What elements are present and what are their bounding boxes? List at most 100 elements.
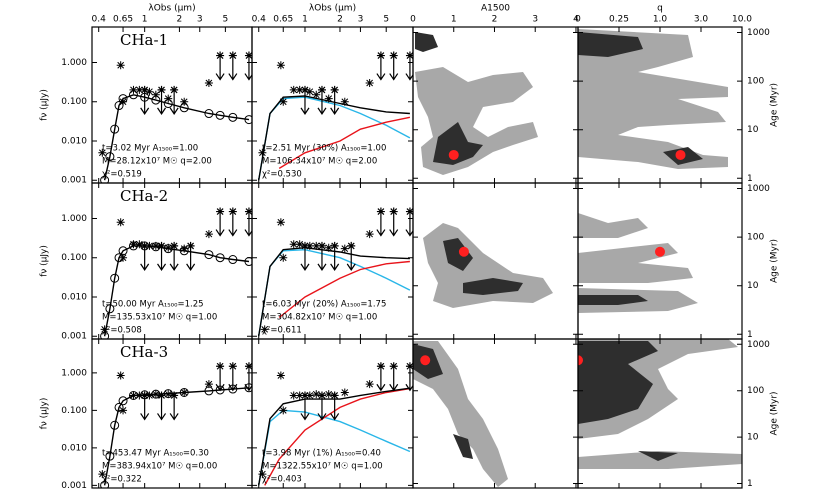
photometry-point xyxy=(260,325,269,334)
photometry-point xyxy=(289,240,298,249)
panel-plot xyxy=(100,207,252,339)
model-point xyxy=(244,115,252,125)
upper-limit xyxy=(330,85,340,115)
model-line xyxy=(278,260,410,319)
best-fit-point xyxy=(458,246,469,257)
upper-limit xyxy=(169,241,179,271)
y-axis-title: Age (Myr) xyxy=(770,239,780,283)
photometry-point xyxy=(276,218,285,227)
contour-region xyxy=(578,29,728,169)
y-tick-label: 1 xyxy=(747,174,753,184)
y-tick-label: 0.010 xyxy=(61,443,87,453)
photometry-point xyxy=(340,388,349,397)
upper-limit xyxy=(215,362,225,392)
photometry-point xyxy=(305,87,314,96)
x-tick-label: 3 xyxy=(532,15,538,25)
y-tick-label: 1.000 xyxy=(61,58,87,68)
x-tick-label: 1 xyxy=(302,15,308,25)
photometry-point xyxy=(204,78,213,87)
best-fit-point xyxy=(675,149,686,160)
upper-limit xyxy=(330,391,340,421)
fit-annotation: χ²=0.322 xyxy=(102,475,142,485)
y-tick-label: 100 xyxy=(747,77,764,87)
photometry-point xyxy=(305,241,314,250)
photometry-point xyxy=(119,406,128,415)
upper-limit xyxy=(140,391,150,421)
photometry-point xyxy=(129,85,138,94)
x-tick-label: 1 xyxy=(142,15,148,25)
photometry-point xyxy=(258,148,267,157)
y-tick-label: 1000 xyxy=(747,340,770,350)
upper-limit xyxy=(228,207,238,237)
photometry-point xyxy=(276,371,285,380)
x-tick-label: 0 xyxy=(575,15,581,25)
fit-annotation: t=2.51 Myr (30%) A₁₅₀₀=1.00 xyxy=(262,144,386,154)
best-fit-point xyxy=(420,355,431,366)
fit-annotation: M=106.34x10⁷ M☉ q=2.00 xyxy=(262,157,377,167)
photometry-point xyxy=(279,406,288,415)
panel-plot xyxy=(258,51,413,181)
model-line xyxy=(103,94,250,181)
photometry-point xyxy=(305,391,314,400)
upper-limit xyxy=(157,391,167,421)
y-tick-label: 0.100 xyxy=(61,253,87,263)
y-axis-title: fν (μJy) xyxy=(40,89,50,121)
x-axis-title: λObs (μm) xyxy=(148,4,195,14)
best-fit-point xyxy=(655,246,665,257)
upper-limit xyxy=(389,51,399,81)
model-point xyxy=(105,451,115,461)
panel-plot xyxy=(258,207,413,337)
x-tick-label: 1.0 xyxy=(653,15,668,25)
x-tick-label: 0.25 xyxy=(609,15,629,25)
photometry-point xyxy=(365,230,374,239)
photometry-point xyxy=(289,85,298,94)
model-point xyxy=(118,396,128,406)
fit-annotation: χ²=0.508 xyxy=(102,326,142,336)
contour-region xyxy=(423,223,553,308)
fit-annotation: χ²=0.403 xyxy=(262,475,302,485)
x-tick-label: 2 xyxy=(337,15,343,25)
upper-limit xyxy=(215,51,225,81)
y-tick-label: 1000 xyxy=(747,184,770,194)
fit-annotation: χ²=0.519 xyxy=(102,170,142,180)
model-point xyxy=(110,420,120,430)
photometry-point xyxy=(98,470,107,479)
x-tick-label: 0.65 xyxy=(113,15,133,25)
panel-plot xyxy=(98,51,252,183)
fit-annotation: M=1322.55x10⁷ M☉ q=1.00 xyxy=(262,462,383,472)
panel-plot xyxy=(655,246,665,257)
photometry-point xyxy=(204,380,213,389)
upper-limit xyxy=(317,391,327,421)
x-axis-title: q xyxy=(657,4,663,14)
x-tick-label: 1 xyxy=(451,15,457,25)
photometry-point xyxy=(135,391,144,400)
photometry-point xyxy=(324,390,333,399)
photometry-point xyxy=(180,244,189,253)
photometry-point xyxy=(295,391,304,400)
y-tick-label: 0.010 xyxy=(61,292,87,302)
upper-limit xyxy=(228,51,238,81)
fit-annotation: χ²=0.611 xyxy=(262,326,302,336)
photometry-point xyxy=(135,240,144,249)
upper-limit xyxy=(317,241,327,271)
panel-frame xyxy=(577,338,743,489)
y-tick-label: 1 xyxy=(747,330,753,340)
panel-plot xyxy=(420,355,431,366)
upper-limit xyxy=(389,362,399,392)
model-point xyxy=(228,112,238,122)
upper-limit xyxy=(376,207,386,237)
fit-annotation: t=50.00 Myr A₁₅₀₀=1.25 xyxy=(102,300,204,310)
upper-limit xyxy=(330,241,340,271)
y-tick-label: 0.001 xyxy=(61,332,87,342)
y-tick-label: 10 xyxy=(747,433,759,443)
photometry-point xyxy=(145,241,154,250)
photometry-point xyxy=(135,85,144,94)
model-point xyxy=(204,250,214,260)
contour-region xyxy=(578,339,742,469)
photometry-point xyxy=(312,241,321,250)
upper-limit xyxy=(244,362,252,392)
x-tick-label: 3 xyxy=(358,15,364,25)
source-label: CHa-3 xyxy=(120,343,168,361)
x-tick-label: 3.0 xyxy=(694,15,709,25)
y-tick-label: 0.100 xyxy=(61,97,87,107)
